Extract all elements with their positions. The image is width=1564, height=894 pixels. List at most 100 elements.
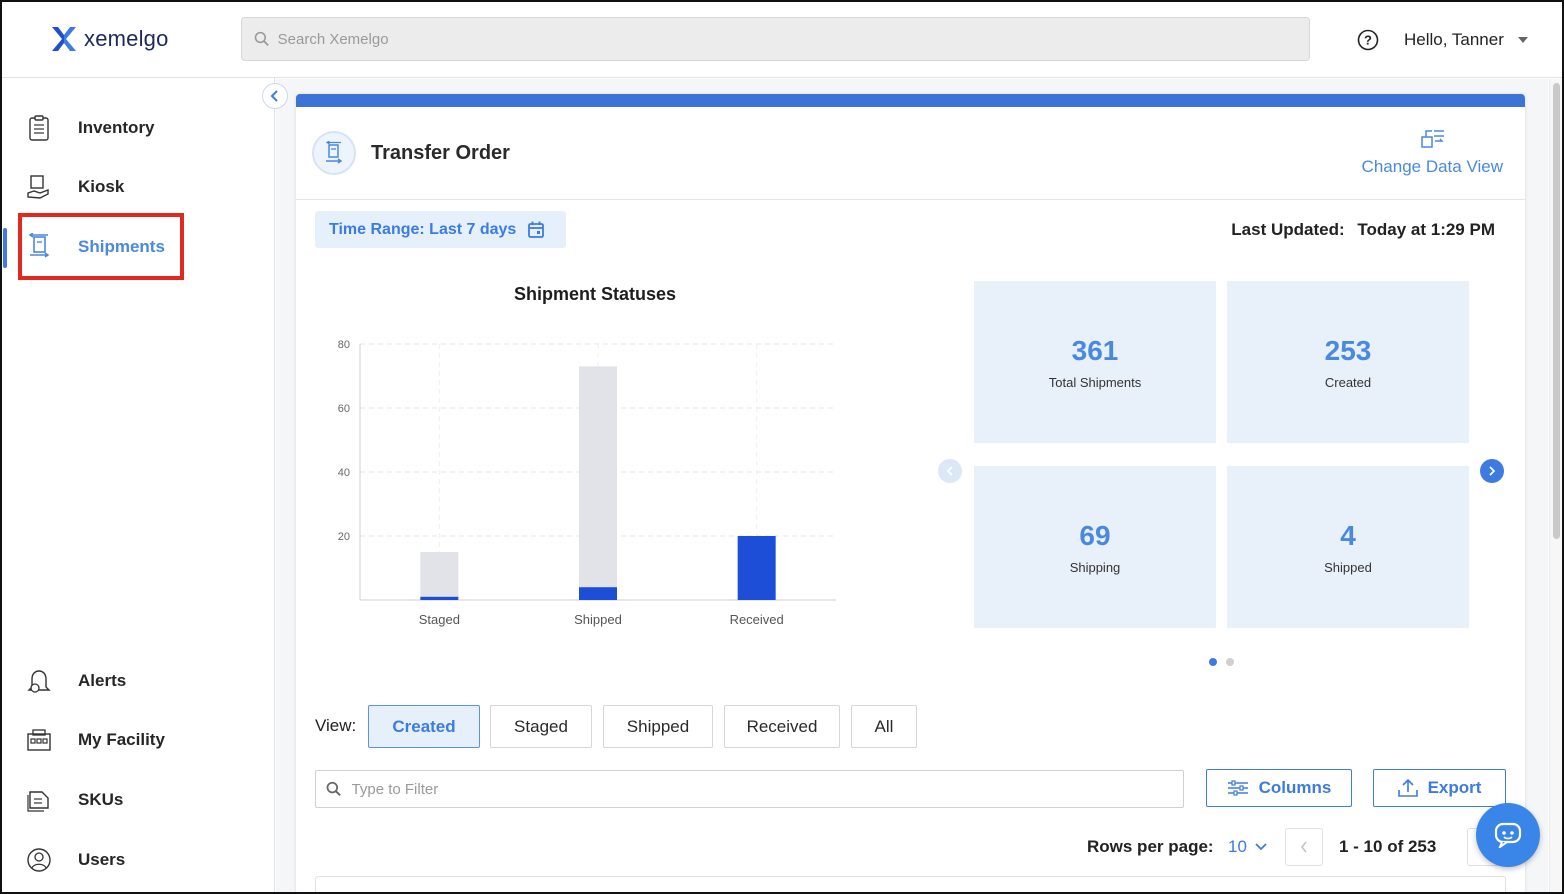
bar-shipped-series-2 xyxy=(579,587,617,600)
stat-value: 4 xyxy=(1340,519,1356,551)
stat-value: 253 xyxy=(1324,334,1372,366)
stat-card-shipping: 69 Shipping xyxy=(974,466,1216,628)
sidebar-item-inventory[interactable]: Inventory xyxy=(26,110,155,146)
global-search[interactable] xyxy=(241,17,1310,61)
sidebar-item-label: Users xyxy=(78,850,126,869)
columns-button[interactable]: Columns xyxy=(1206,769,1352,807)
highlight-box xyxy=(18,213,184,280)
rows-per-page-label: Rows per page: xyxy=(1087,837,1214,856)
facility-icon xyxy=(27,729,51,751)
brand-logo[interactable]: xemelgo xyxy=(52,26,169,52)
stat-value: 361 xyxy=(1071,334,1119,366)
scrollbar-thumb[interactable] xyxy=(1553,83,1560,539)
rows-per-page-select[interactable]: 10 xyxy=(1228,837,1267,857)
change-data-view-button[interactable]: Change Data View xyxy=(1362,127,1503,177)
transfer-order-card: Transfer Order Change Data View Time Ran… xyxy=(296,94,1525,894)
carousel-dot-1[interactable] xyxy=(1209,658,1217,666)
data-view-icon xyxy=(1421,130,1445,148)
sidebar-item-kiosk[interactable]: Kiosk xyxy=(26,169,124,205)
sidebar-item-shipments[interactable]: Shipments xyxy=(26,229,165,265)
search-input[interactable] xyxy=(277,30,1309,48)
x-tick-label: Staged xyxy=(419,612,460,627)
chevron-right-icon xyxy=(1489,466,1496,476)
last-updated-value: Today at 1:29 PM xyxy=(1357,220,1495,239)
stat-label: Total Shipments xyxy=(1048,374,1142,390)
stat-label: Shipped xyxy=(1324,559,1372,575)
search-icon xyxy=(326,781,341,796)
shipment-status-chart: 20 40 60 80 Staged Shipped Received xyxy=(338,339,836,627)
carousel-next-button[interactable] xyxy=(1480,459,1504,483)
stat-value: 69 xyxy=(1079,519,1111,551)
user-icon xyxy=(27,848,51,872)
page-scrollbar[interactable] xyxy=(1549,79,1562,894)
upload-icon xyxy=(1397,779,1418,797)
xemelgo-logo-icon xyxy=(52,27,76,51)
page-title: Transfer Order xyxy=(371,142,510,164)
clipboard-icon xyxy=(29,115,49,141)
carousel-dot-2[interactable] xyxy=(1226,658,1234,666)
view-shipped-button[interactable]: Shipped xyxy=(603,705,713,748)
bar-shipped-series-1 xyxy=(579,366,617,600)
chevron-down-icon xyxy=(1255,843,1267,851)
stat-label: Created xyxy=(1324,374,1372,390)
collapse-sidebar-button[interactable] xyxy=(262,83,288,109)
stat-card-created: 253 Created xyxy=(1227,281,1469,443)
prev-page-button[interactable] xyxy=(1285,828,1323,866)
card-header: Transfer Order Change Data View xyxy=(296,107,1525,200)
time-range-button[interactable]: Time Range: Last 7 days xyxy=(315,211,566,248)
sidebar-item-label: SKUs xyxy=(78,790,124,809)
card-accent-bar xyxy=(296,94,1525,107)
chat-button[interactable] xyxy=(1476,803,1540,867)
filter-field[interactable] xyxy=(315,770,1184,808)
pagination-range: 1 - 10 of 253 xyxy=(1339,837,1437,856)
kiosk-icon xyxy=(27,175,49,199)
search-icon xyxy=(254,31,269,46)
user-menu[interactable]: Hello, Tanner xyxy=(1404,30,1528,50)
view-label: View: xyxy=(315,716,357,735)
bar-received-series-2 xyxy=(737,536,776,600)
sidebar-item-label: Shipments xyxy=(78,237,165,256)
export-button[interactable]: Export xyxy=(1373,769,1506,807)
change-data-view-label: Change Data View xyxy=(1361,157,1503,176)
sidebar-item-users[interactable]: Users xyxy=(26,842,125,878)
y-tick-label: 80 xyxy=(338,339,350,351)
calendar-icon xyxy=(528,221,545,238)
stat-card-shipped: 4 Shipped xyxy=(1227,466,1469,628)
sidebar-item-label: My Facility xyxy=(78,730,165,749)
help-icon[interactable]: ? xyxy=(1357,29,1379,51)
tags-icon xyxy=(27,791,49,812)
table-container xyxy=(315,876,1506,894)
y-tick-label: 20 xyxy=(338,531,350,543)
sidebar-item-label: Inventory xyxy=(78,118,155,137)
sidebar-item-facility[interactable]: My Facility xyxy=(26,722,165,758)
view-all-button[interactable]: All xyxy=(851,705,917,748)
filter-input[interactable] xyxy=(351,780,1183,798)
bar-staged-series-2 xyxy=(420,596,459,600)
sidebar-item-label: Alerts xyxy=(78,671,127,690)
svg-text:?: ? xyxy=(1364,33,1372,48)
time-range-label: Time Range: Last 7 days xyxy=(329,220,517,238)
x-tick-label: Shipped xyxy=(574,612,622,627)
view-created-button[interactable]: Created xyxy=(368,705,480,748)
user-greeting: Hello, Tanner xyxy=(1404,30,1504,49)
carousel-prev-button[interactable] xyxy=(938,459,962,483)
transfer-order-icon xyxy=(312,131,356,175)
view-received-button[interactable]: Received xyxy=(724,705,840,748)
last-updated-label: Last Updated: xyxy=(1231,220,1345,239)
view-staged-button[interactable]: Staged xyxy=(490,705,592,748)
chevron-left-icon xyxy=(946,466,953,476)
bar-staged-series-1 xyxy=(420,552,459,600)
x-tick-label: Received xyxy=(730,612,784,627)
chevron-left-icon xyxy=(270,90,278,102)
rows-per-page-value: 10 xyxy=(1228,837,1247,856)
sidebar-item-alerts[interactable]: Alerts xyxy=(26,663,126,699)
stat-label: Shipping xyxy=(1069,559,1121,575)
columns-label: Columns xyxy=(1258,778,1332,797)
sliders-icon xyxy=(1227,780,1248,796)
chat-icon xyxy=(1494,822,1522,848)
sidebar: Inventory Kiosk Shipments Alerts My Faci… xyxy=(0,78,275,894)
sidebar-item-label: Kiosk xyxy=(78,177,125,196)
chevron-down-icon xyxy=(1517,37,1528,43)
chart-title: Shipment Statuses xyxy=(514,284,677,304)
sidebar-item-skus[interactable]: SKUs xyxy=(26,782,123,818)
